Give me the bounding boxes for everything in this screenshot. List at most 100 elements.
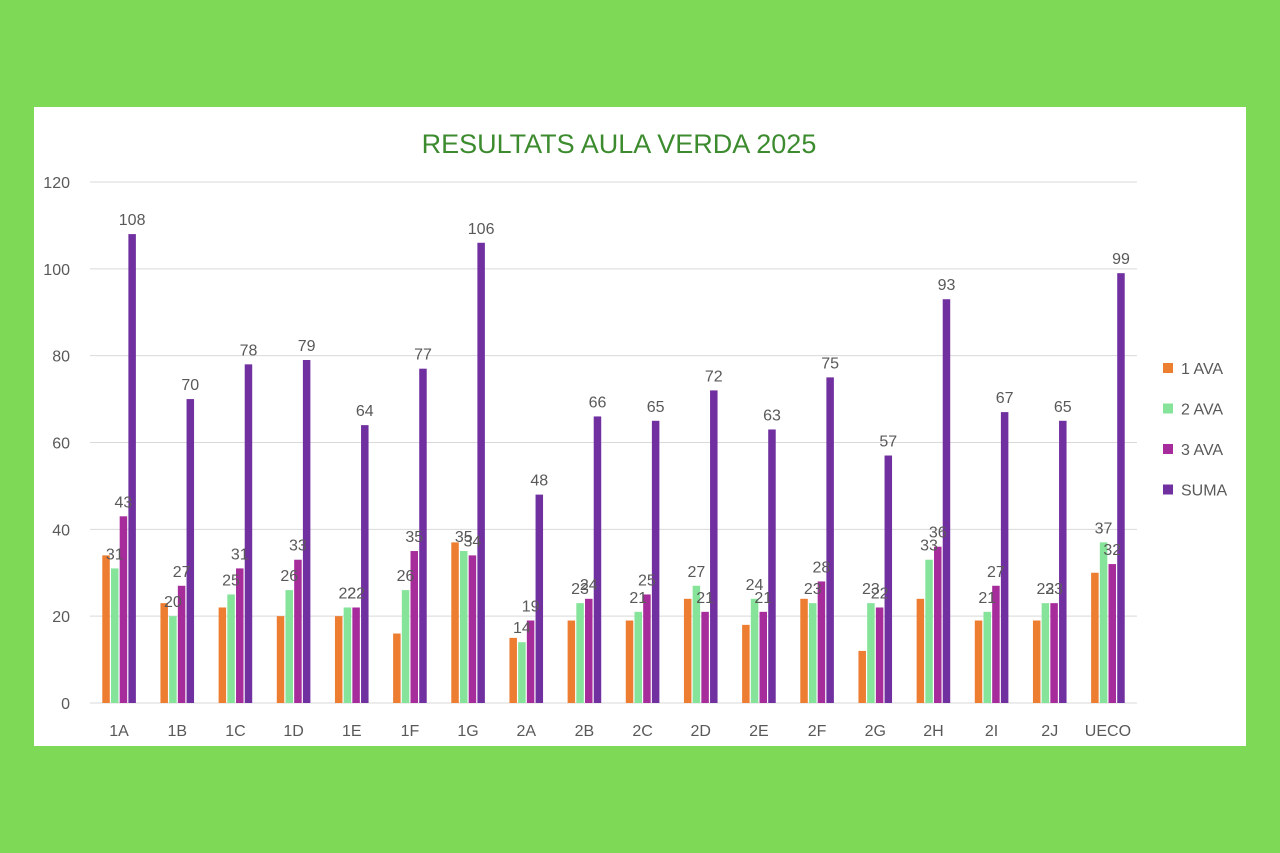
data-label: 34 (464, 533, 482, 550)
data-label: 70 (181, 377, 199, 394)
data-label: 65 (1054, 399, 1072, 416)
data-label: 25 (222, 572, 240, 589)
y-axis: 0 20 40 60 80 100 120 (43, 175, 70, 713)
x-tick-label: 1B (167, 723, 187, 740)
chart-title: RESULTATS AULA VERDA 2025 (422, 129, 817, 159)
bar (759, 611, 768, 703)
data-label: 33 (920, 538, 938, 555)
data-label: 22 (347, 585, 365, 602)
legend-label: SUMA (1181, 483, 1228, 500)
bar (102, 555, 110, 703)
bar (361, 425, 369, 703)
x-tick-label: 2C (632, 723, 652, 740)
bar (934, 546, 942, 703)
data-label: 21 (754, 590, 772, 607)
bar (119, 516, 128, 703)
bar (393, 633, 401, 703)
data-label: 21 (629, 590, 647, 607)
bar (244, 364, 253, 703)
data-label: 35 (455, 529, 473, 546)
data-label: 65 (647, 399, 665, 416)
legend: 1 AVA 2 AVA 3 AVA SUMA (1163, 361, 1228, 500)
bar (625, 620, 634, 703)
bar (710, 390, 718, 703)
bar (858, 650, 866, 703)
grid-lines (90, 181, 1137, 704)
data-label: 26 (397, 568, 415, 585)
x-tick-label: 2G (865, 723, 886, 740)
bar (817, 581, 826, 703)
bar (651, 420, 660, 703)
data-label: 31 (231, 546, 249, 563)
bar (1032, 620, 1041, 703)
x-tick-label: 1G (457, 723, 478, 740)
bar (701, 611, 709, 703)
data-label: 75 (821, 355, 839, 372)
data-label: 99 (1112, 251, 1130, 268)
data-label: 77 (414, 347, 432, 364)
legend-swatch (1163, 444, 1173, 454)
data-label: 21 (696, 590, 714, 607)
data-label: 20 (164, 594, 182, 611)
bar (750, 598, 759, 703)
data-label: 23 (1037, 581, 1055, 598)
data-label: 32 (1103, 542, 1121, 559)
data-labels: 3143108202770253178263379222264263577353… (106, 212, 1130, 637)
bar (451, 542, 459, 703)
data-label: 35 (405, 529, 423, 546)
bar (419, 368, 427, 703)
data-label: 37 (1095, 520, 1113, 537)
legend-swatch (1163, 403, 1173, 414)
x-tick-label: 2B (575, 723, 595, 740)
y-tick-label: 40 (52, 522, 70, 539)
data-label: 79 (298, 338, 316, 355)
bar (1099, 542, 1108, 703)
bar (177, 585, 186, 703)
bar (683, 598, 692, 703)
bar (468, 555, 477, 703)
bar (186, 399, 195, 703)
legend-swatch (1163, 363, 1173, 373)
x-tick-label: 2H (923, 723, 943, 740)
bar (1091, 572, 1099, 703)
bar (1041, 603, 1050, 703)
x-tick-label: 1F (401, 723, 420, 740)
x-tick-label: 1D (283, 723, 303, 740)
bar (294, 559, 302, 703)
data-label: 72 (705, 368, 723, 385)
bar (236, 568, 244, 703)
y-tick-label: 80 (52, 349, 70, 366)
bar (585, 598, 593, 703)
bar (634, 611, 642, 703)
x-tick-label: 1A (109, 723, 129, 740)
data-label: 93 (938, 277, 956, 294)
bar (1117, 273, 1125, 703)
legend-label: 3 AVA (1181, 442, 1223, 459)
data-label: 23 (1045, 581, 1063, 598)
y-tick-label: 100 (43, 262, 70, 279)
data-label: 27 (987, 564, 1005, 581)
data-label: 24 (746, 577, 764, 594)
bar (343, 607, 352, 703)
x-tick-label: 1E (342, 723, 362, 740)
bar (128, 234, 136, 703)
bar (808, 603, 817, 703)
x-tick-label: 2D (691, 723, 711, 740)
bar (334, 616, 343, 703)
data-label: 43 (115, 494, 133, 511)
bar (518, 642, 526, 703)
bar (884, 455, 893, 703)
bar (867, 603, 875, 703)
y-tick-label: 120 (43, 175, 70, 192)
bar (110, 568, 119, 703)
data-label: 28 (813, 559, 831, 576)
data-label: 23 (804, 581, 822, 598)
data-label: 48 (530, 473, 548, 490)
data-label: 36 (929, 525, 947, 542)
bar (567, 620, 576, 703)
bar (218, 607, 227, 703)
legend-label: 1 AVA (1181, 361, 1223, 378)
bar (1059, 420, 1067, 703)
bar (1108, 564, 1117, 703)
data-label: 22 (871, 585, 889, 602)
